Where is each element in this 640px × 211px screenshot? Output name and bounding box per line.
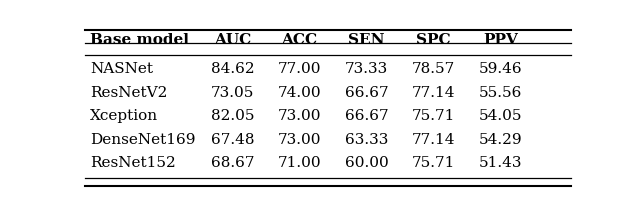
Text: 54.05: 54.05 [479,109,522,123]
Text: 73.33: 73.33 [345,62,388,76]
Text: 66.67: 66.67 [344,86,388,100]
Text: DenseNet169: DenseNet169 [90,133,195,147]
Text: SEN: SEN [348,33,385,47]
Text: 74.00: 74.00 [278,86,321,100]
Text: 73.05: 73.05 [211,86,254,100]
Text: 60.00: 60.00 [344,156,388,170]
Text: SPC: SPC [416,33,451,47]
Text: 75.71: 75.71 [412,156,455,170]
Text: 68.67: 68.67 [211,156,254,170]
Text: 71.00: 71.00 [278,156,321,170]
Text: ResNetV2: ResNetV2 [90,86,167,100]
Text: 54.29: 54.29 [479,133,522,147]
Text: AUC: AUC [214,33,251,47]
Text: 78.57: 78.57 [412,62,455,76]
Text: 67.48: 67.48 [211,133,254,147]
Text: ACC: ACC [282,33,317,47]
Text: ResNet152: ResNet152 [90,156,175,170]
Text: 63.33: 63.33 [345,133,388,147]
Text: 73.00: 73.00 [278,133,321,147]
Text: Base model: Base model [90,33,189,47]
Text: 73.00: 73.00 [278,109,321,123]
Text: PPV: PPV [483,33,518,47]
Text: 84.62: 84.62 [211,62,254,76]
Text: 75.71: 75.71 [412,109,455,123]
Text: 77.14: 77.14 [412,133,455,147]
Text: 55.56: 55.56 [479,86,522,100]
Text: 51.43: 51.43 [479,156,522,170]
Text: 59.46: 59.46 [479,62,522,76]
Text: NASNet: NASNet [90,62,153,76]
Text: Xception: Xception [90,109,158,123]
Text: 82.05: 82.05 [211,109,254,123]
Text: 77.00: 77.00 [278,62,321,76]
Text: 66.67: 66.67 [344,109,388,123]
Text: 77.14: 77.14 [412,86,455,100]
